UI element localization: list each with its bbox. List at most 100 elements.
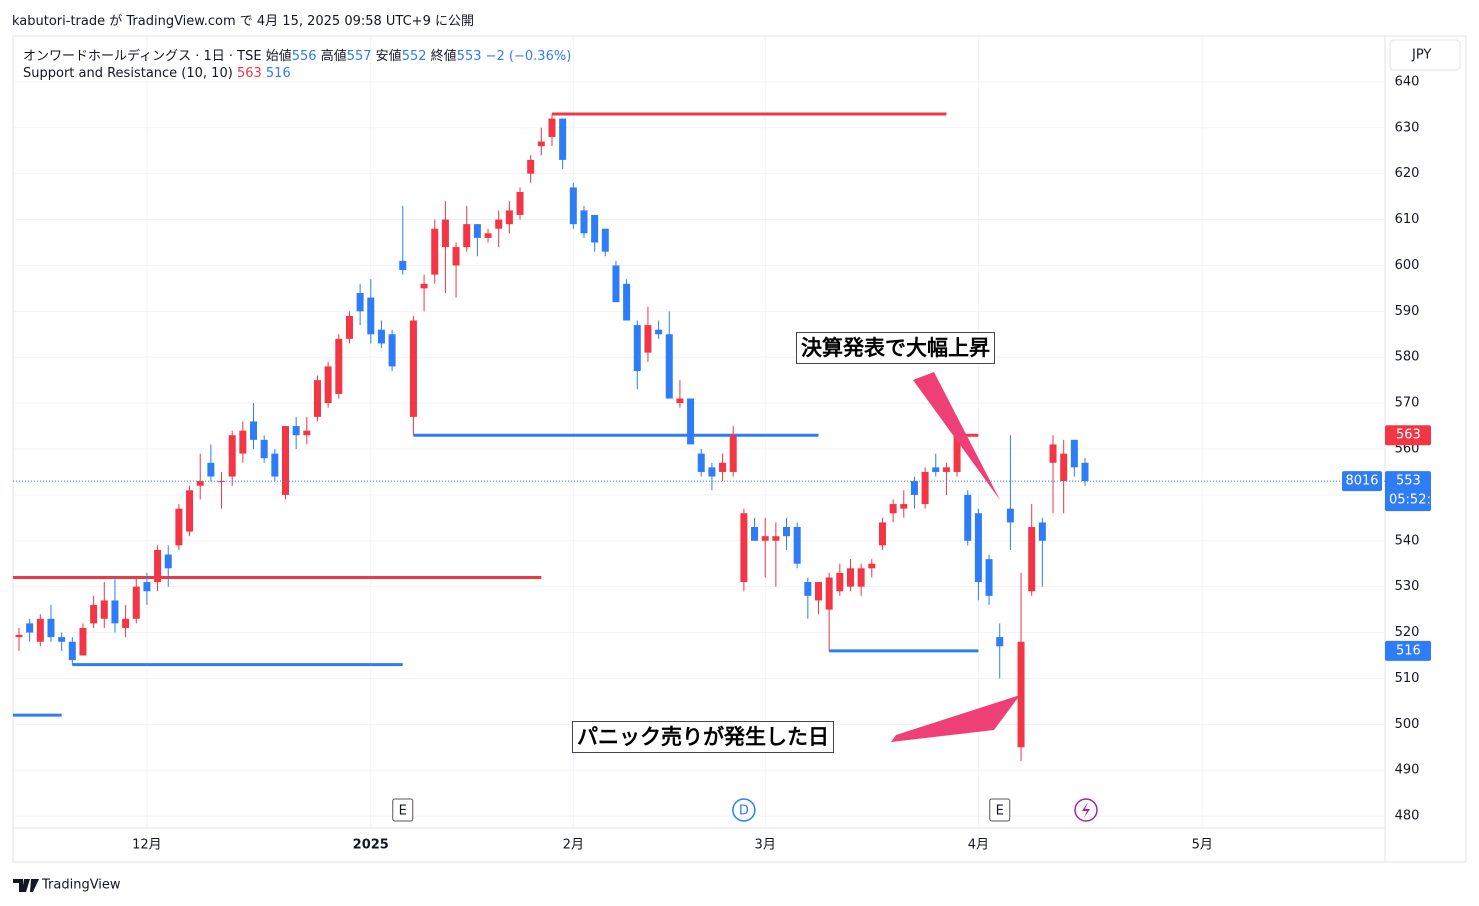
candle-body: [633, 325, 641, 371]
candle-body: [996, 637, 1004, 647]
candle-body: [815, 582, 822, 601]
x-tick-label: 3月: [755, 838, 776, 853]
currency: JPY: [1411, 48, 1431, 63]
candle-body: [868, 563, 876, 569]
x-tick-label: 12月: [132, 838, 162, 853]
ohlc-label: 安値: [375, 49, 402, 64]
candle-body: [932, 467, 940, 472]
candle-body: [1028, 527, 1036, 592]
price-tag: [1385, 640, 1431, 661]
candle-body: [793, 527, 801, 564]
candle-body: [1017, 641, 1025, 748]
candle-body: [1006, 508, 1014, 523]
y-tick-label: 620: [1395, 166, 1420, 181]
candle-body: [516, 192, 524, 215]
candle-body: [207, 462, 215, 477]
y-tick-label: 510: [1395, 671, 1420, 686]
candle-body: [612, 265, 620, 303]
y-tick-label: 640: [1395, 74, 1420, 89]
x-tick-label: 2025: [353, 838, 389, 853]
candle-body: [47, 618, 55, 638]
candle-body: [196, 481, 204, 486]
ohlc-label: 高値: [320, 49, 347, 64]
candle-body: [846, 568, 854, 587]
annotation: パニック売りが発生した日: [572, 721, 834, 753]
candle-body: [580, 210, 588, 234]
candle-body: [463, 224, 471, 248]
candle-body: [804, 582, 812, 596]
candle-body: [58, 637, 66, 642]
candle-body: [15, 634, 23, 638]
candle-body: [26, 623, 34, 633]
candle-body: [175, 508, 183, 546]
candle-body: [303, 430, 311, 436]
event-label: D: [739, 804, 749, 819]
candle-body: [676, 398, 684, 404]
legend: オンワードホールディングス · 1日 · TSE 始値556 高値557 安値5…: [23, 45, 571, 64]
candle-body: [218, 481, 226, 483]
y-tick-label: 500: [1395, 717, 1420, 732]
event-icon: [732, 798, 756, 822]
candle-body: [687, 398, 695, 445]
y-tick-label: 480: [1395, 809, 1420, 824]
ohlc-value: 552: [401, 49, 427, 64]
candle-body: [335, 338, 343, 394]
candle-body: [921, 471, 929, 505]
candle-body: [100, 600, 108, 619]
ohlc-value: 557: [346, 49, 372, 64]
candle-body: [228, 435, 236, 477]
ohlc-value: 553: [456, 49, 482, 64]
event-label: E: [996, 804, 1004, 819]
candle-body: [729, 435, 737, 472]
y-tick-label: 490: [1395, 763, 1420, 778]
candle-body: [186, 490, 194, 532]
candle-body: [548, 118, 556, 137]
candle-body: [527, 159, 535, 174]
candle-body: [143, 582, 151, 592]
y-tick-label: 610: [1395, 212, 1420, 227]
candle-body: [271, 453, 279, 477]
candle-body: [719, 462, 727, 472]
candle-body: [708, 467, 716, 477]
indicator-value: 563: [236, 66, 262, 81]
candle-body: [111, 600, 119, 624]
candle-body: [1070, 439, 1078, 468]
candle-body: [751, 527, 759, 541]
candle-body: [665, 334, 673, 399]
candle-body: [90, 605, 98, 624]
candle-body: [836, 572, 844, 592]
candle-body: [313, 380, 321, 417]
candle-body: [505, 210, 513, 225]
indicator-legend: Support and Resistance (10, 10) 563 516: [23, 66, 291, 81]
candle-body: [452, 247, 460, 266]
annotation: 決算発表で大幅上昇: [796, 332, 995, 364]
candle-body: [420, 283, 428, 289]
candle-body: [409, 320, 417, 417]
candle-body: [1060, 453, 1068, 482]
candle-body: [900, 504, 908, 509]
candle-body: [164, 554, 172, 569]
candle-body: [697, 453, 705, 472]
y-tick-label: 520: [1395, 625, 1420, 640]
candle-body: [537, 141, 545, 147]
event-icon: [989, 798, 1011, 822]
x-tick-label: 2月: [563, 838, 584, 853]
candle-body: [623, 283, 631, 321]
candle-body: [68, 641, 76, 661]
candle-body: [399, 260, 407, 271]
volume-tag-label: 8016: [1345, 474, 1378, 489]
candle-body: [377, 329, 385, 344]
candle-body: [441, 219, 449, 248]
y-tick-label: 560: [1395, 442, 1420, 457]
candle-body: [761, 536, 769, 541]
candle-body: [260, 439, 268, 459]
candle-body: [964, 494, 972, 541]
y-tick-label: 590: [1395, 304, 1420, 319]
candle-body: [591, 214, 599, 243]
candle-body: [1038, 522, 1046, 541]
y-tick-label: 530: [1395, 579, 1420, 594]
price-tag: [1385, 425, 1431, 446]
candle-body: [910, 481, 918, 495]
candle-body: [740, 513, 748, 583]
